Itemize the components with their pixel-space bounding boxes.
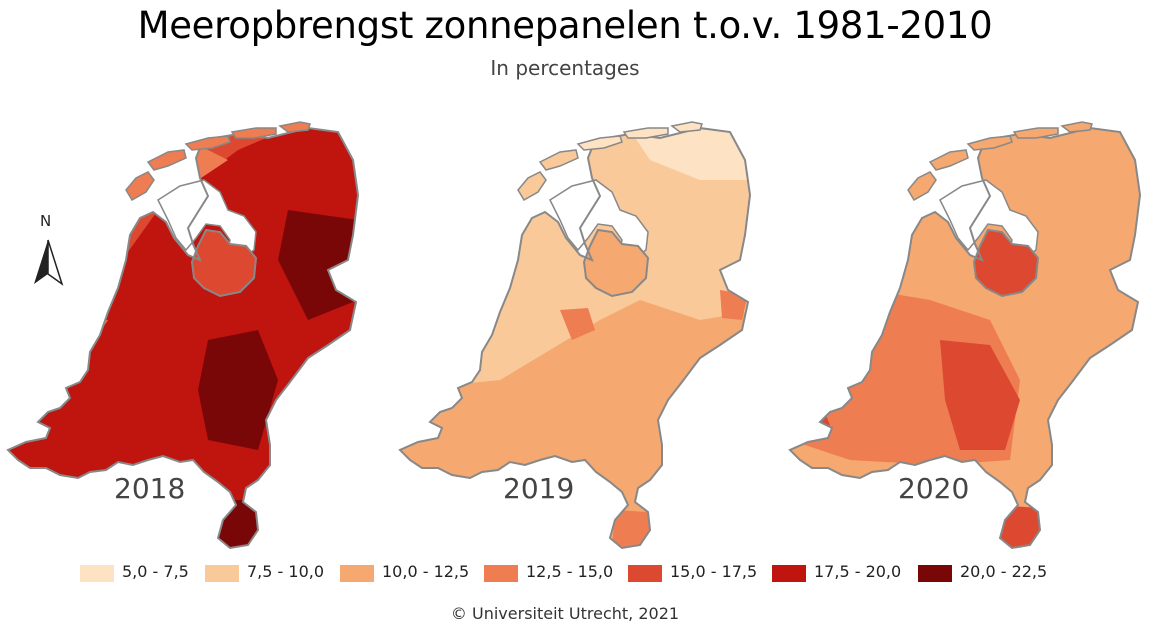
legend-swatch [340, 565, 374, 582]
legend-label: 10,0 - 12,5 [382, 562, 470, 581]
map-2018 [7, 121, 359, 549]
north-arrow: N [28, 212, 68, 292]
map-2020 [789, 121, 1141, 549]
legend-swatch [80, 565, 114, 582]
zone-hot-east [278, 210, 358, 320]
legend-label: 15,0 - 17,5 [670, 562, 758, 581]
legend-label: 17,5 - 20,0 [814, 562, 902, 581]
map-title: Meeropbrengst zonnepanelen t.o.v. 1981-2… [137, 4, 993, 47]
legend-label: 20,0 - 22,5 [960, 562, 1048, 581]
legend: 5,0 - 7,5 7,5 - 10,0 10,0 - 12,5 12,5 - … [80, 558, 1140, 588]
legend-label: 7,5 - 10,0 [247, 562, 325, 581]
legend-swatch [918, 565, 952, 582]
zone-hot-center [560, 308, 595, 340]
legend-swatch [772, 565, 806, 582]
legend-swatch [205, 565, 239, 582]
legend-swatch [628, 565, 662, 582]
copyright-credit: © Universiteit Utrecht, 2021 [450, 604, 680, 623]
zone-hot-limburg [213, 500, 260, 548]
year-label-2018: 2018 [114, 472, 186, 505]
year-label-2020: 2020 [898, 472, 970, 505]
zone-hot-limburg [612, 510, 650, 548]
zone-hot-south [198, 330, 278, 450]
year-label-2019: 2019 [503, 472, 575, 505]
zone-hot-coast [790, 400, 830, 440]
north-arrow-icon [34, 239, 64, 286]
legend-label: 5,0 - 7,5 [122, 562, 189, 581]
zone-light-north [630, 130, 750, 180]
legend-swatch [484, 565, 518, 582]
legend-label: 12,5 - 15,0 [526, 562, 614, 581]
map-subtitle: In percentages [490, 56, 640, 80]
zone-hot-center [940, 340, 1020, 450]
north-label: N [40, 212, 52, 230]
map-2019 [399, 121, 751, 549]
